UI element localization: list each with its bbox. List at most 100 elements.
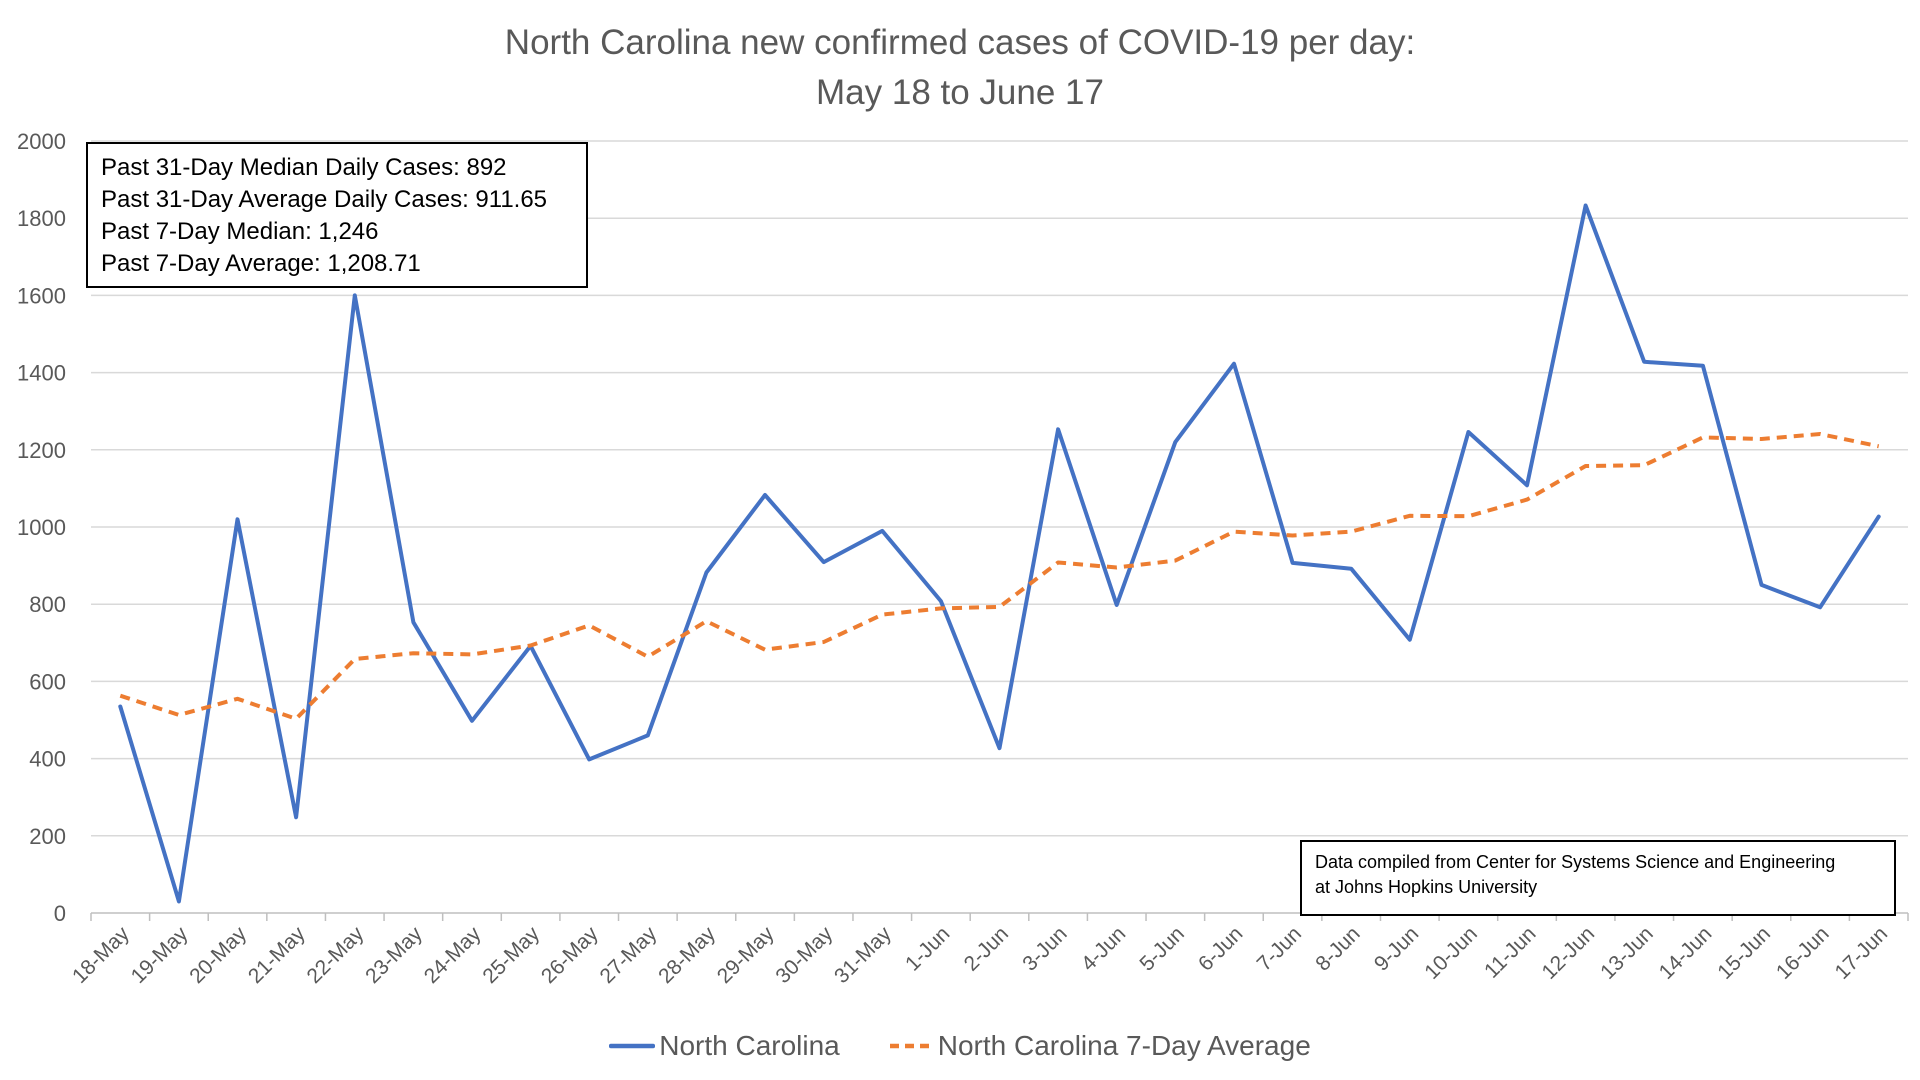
y-tick-label: 400 — [29, 747, 66, 772]
y-tick-label: 1400 — [17, 361, 66, 386]
data-point — [1173, 559, 1177, 563]
y-tick-label: 1800 — [17, 206, 66, 231]
data-point — [998, 605, 1002, 609]
data-point — [411, 651, 415, 655]
data-point — [1466, 514, 1470, 518]
data-point — [1466, 430, 1470, 434]
x-tick-label: 29-May — [713, 922, 779, 988]
data-point — [763, 648, 767, 652]
x-tick-label: 9-Jun — [1370, 922, 1423, 975]
y-tick-label: 800 — [29, 592, 66, 617]
series-line-7day-average — [119, 432, 1880, 721]
data-point — [1056, 561, 1060, 565]
legend-swatch-dashed — [889, 1043, 932, 1049]
legend-item-7day-average: North Carolina 7-Day Average — [888, 1030, 1311, 1062]
legend-label: North Carolina 7-Day Average — [937, 1030, 1311, 1061]
data-point — [236, 697, 240, 701]
y-tick-label: 1000 — [17, 515, 66, 540]
data-point — [1291, 561, 1295, 565]
data-point — [1877, 444, 1881, 448]
y-axis-tick-labels: 0 200 400 600 800 1000 1200 1400 1600 1800 2000 — [17, 129, 66, 926]
data-point — [880, 529, 884, 533]
x-tick-label: 30-May — [771, 922, 837, 988]
x-tick-label: 31-May — [830, 922, 896, 988]
y-tick-label: 600 — [29, 669, 66, 694]
data-point — [1759, 583, 1763, 587]
data-point — [353, 293, 357, 297]
data-point — [822, 640, 826, 644]
x-tick-label: 12-Jun — [1537, 922, 1599, 984]
series-lines — [118, 203, 1881, 904]
data-point — [1701, 435, 1705, 439]
chart-title-line-1: North Carolina new confirmed cases of CO… — [504, 23, 1416, 62]
x-tick-label: 25-May — [478, 922, 544, 988]
data-point — [353, 657, 357, 661]
data-point — [704, 571, 708, 575]
x-tick-label: 2-Jun — [960, 922, 1013, 975]
data-point — [1642, 360, 1646, 364]
data-point — [236, 517, 240, 521]
data-point — [1584, 464, 1588, 468]
data-point — [822, 560, 826, 564]
data-point — [470, 719, 474, 723]
x-tick-label: 6-Jun — [1194, 922, 1247, 975]
data-point — [646, 733, 650, 737]
data-point — [998, 746, 1002, 750]
x-tick-label: 18-May — [68, 922, 134, 988]
data-point — [1525, 498, 1529, 502]
data-point — [763, 493, 767, 497]
y-tick-label: 1200 — [17, 438, 66, 463]
data-point — [646, 655, 650, 659]
data-point — [1232, 530, 1236, 534]
x-tick-label: 3-Jun — [1018, 922, 1071, 975]
chart-title-line-2: May 18 to June 17 — [816, 73, 1104, 112]
data-point — [1291, 533, 1295, 537]
data-point — [411, 620, 415, 624]
source-annotation-box: Data compiled from Center for Systems Sc… — [1300, 840, 1896, 916]
data-point — [1818, 605, 1822, 609]
x-tick-label: 17-Jun — [1831, 922, 1893, 984]
x-tick-label: 24-May — [420, 922, 486, 988]
series-line-north-carolina — [118, 203, 1881, 904]
x-tick-label: 26-May — [537, 922, 603, 988]
data-point — [587, 623, 591, 627]
chart-legend: North Carolina North Carolina 7-Day Aver… — [0, 1030, 1920, 1062]
legend-item-north-carolina: North Carolina — [609, 1030, 840, 1062]
data-point — [1818, 432, 1822, 436]
x-tick-label: 11-Jun — [1480, 922, 1541, 983]
data-point — [177, 713, 181, 717]
data-point — [1759, 437, 1763, 441]
data-point — [1701, 364, 1705, 368]
data-point — [1642, 463, 1646, 467]
x-tick-label: 5-Jun — [1135, 922, 1188, 975]
data-point — [704, 619, 708, 623]
x-tick-label: 19-May — [127, 922, 193, 988]
x-tick-label: 20-May — [185, 922, 251, 988]
source-line-2: at Johns Hopkins University — [1315, 877, 1538, 897]
data-point — [1584, 203, 1588, 207]
chart-title: North Carolina new confirmed cases of CO… — [0, 18, 1920, 118]
data-point — [939, 606, 943, 610]
data-point — [1349, 567, 1353, 571]
x-tick-label: 10-Jun — [1420, 922, 1482, 984]
data-point — [880, 613, 884, 617]
y-tick-label: 0 — [54, 901, 66, 926]
y-tick-label: 1600 — [17, 283, 66, 308]
data-point — [118, 704, 122, 708]
stats-annotation-box: Past 31-Day Median Daily Cases: 892 Past… — [86, 142, 588, 288]
legend-label: North Carolina — [659, 1030, 840, 1061]
data-point — [118, 694, 122, 698]
x-tick-label: 13-Jun — [1596, 922, 1658, 984]
data-point — [1877, 515, 1881, 519]
x-tick-label: 15-Jun — [1713, 922, 1775, 984]
x-tick-label: 8-Jun — [1311, 922, 1364, 975]
y-tick-label: 200 — [29, 824, 66, 849]
x-tick-label: 4-Jun — [1077, 922, 1130, 975]
x-tick-label: 16-Jun — [1772, 922, 1834, 984]
data-point — [1525, 483, 1529, 487]
stats-line-7day-median: Past 7-Day Median: 1,246 — [101, 218, 379, 245]
y-tick-label: 2000 — [17, 129, 66, 154]
data-point — [1232, 362, 1236, 366]
data-point — [1056, 427, 1060, 431]
